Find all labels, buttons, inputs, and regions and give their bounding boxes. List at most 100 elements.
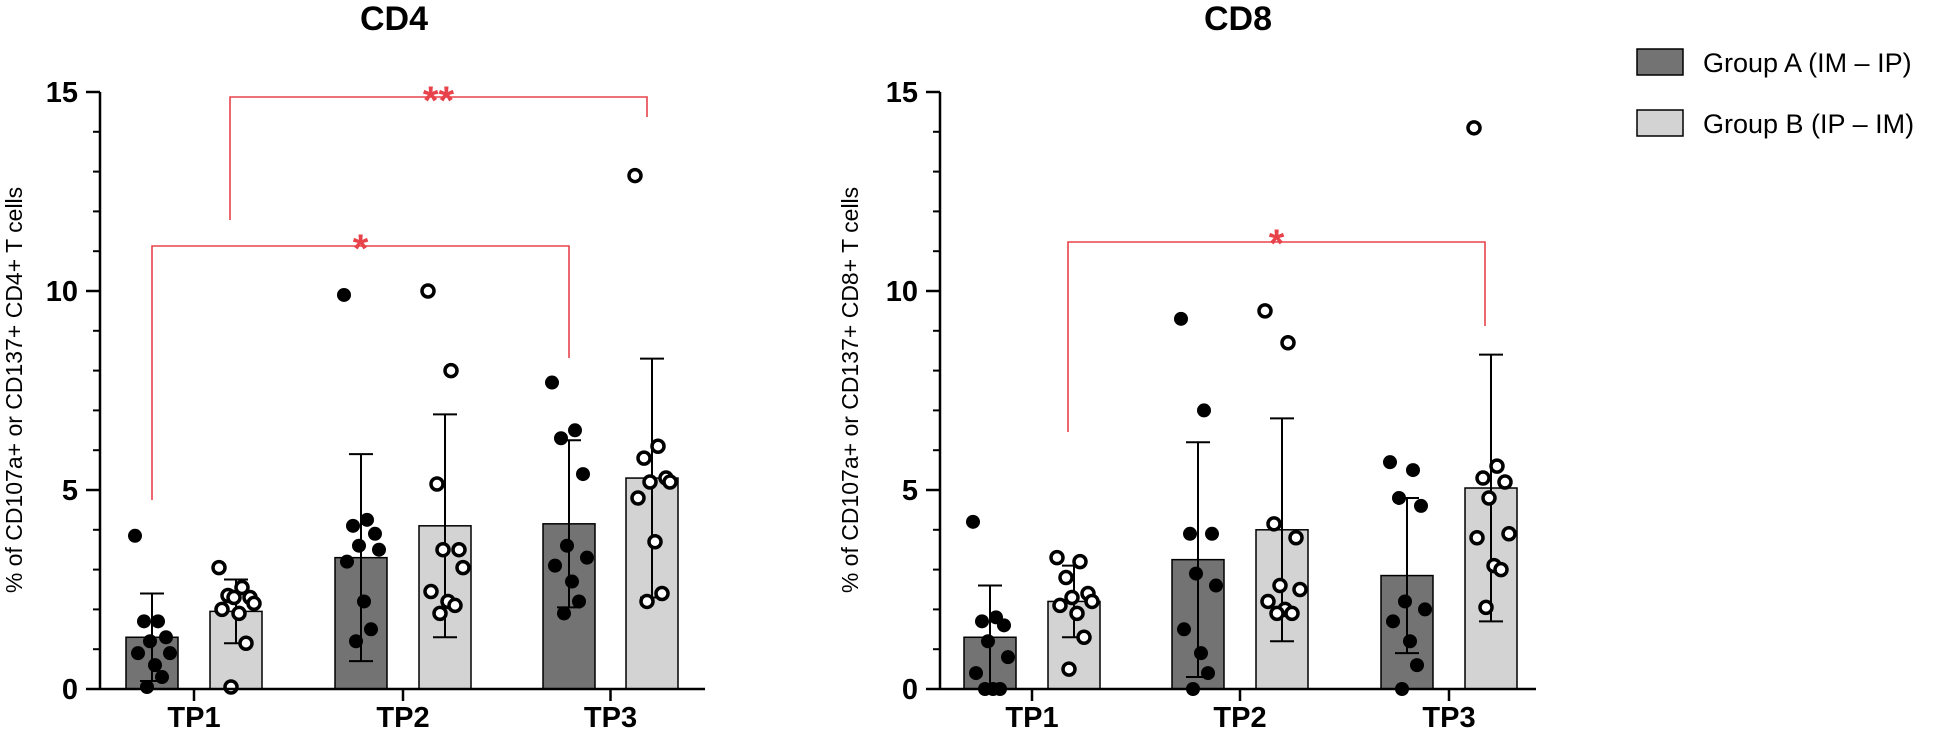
significance-label: *	[353, 227, 369, 271]
data-point	[1209, 578, 1223, 593]
data-point	[1497, 474, 1513, 490]
data-point	[1414, 498, 1428, 513]
data-point	[1205, 526, 1219, 541]
data-point	[1386, 614, 1400, 629]
data-point	[435, 541, 451, 558]
data-point	[969, 666, 983, 681]
data-point	[211, 559, 227, 576]
data-point	[357, 594, 371, 609]
data-point	[1049, 549, 1065, 566]
significance-label: **	[423, 79, 455, 123]
data-point	[1398, 594, 1412, 609]
data-point	[226, 589, 242, 606]
data-point	[1174, 311, 1188, 326]
data-point	[346, 518, 360, 533]
data-point	[1272, 577, 1288, 594]
data-point	[246, 595, 262, 612]
data-point	[627, 167, 643, 184]
data-point	[364, 622, 378, 637]
data-point	[420, 283, 436, 299]
data-point	[429, 476, 445, 492]
y-tick-label: 0	[62, 674, 78, 706]
data-point	[1418, 602, 1432, 617]
data-point	[630, 490, 646, 506]
data-point	[1478, 599, 1494, 616]
data-point	[214, 601, 230, 618]
data-point	[975, 614, 989, 629]
data-point	[1058, 569, 1074, 586]
data-point	[636, 450, 652, 466]
data-point	[423, 583, 439, 600]
data-point	[223, 679, 239, 695]
data-point	[1469, 530, 1485, 546]
data-point	[1260, 593, 1276, 610]
data-point	[639, 593, 655, 610]
data-point	[231, 605, 247, 622]
data-point	[1052, 597, 1068, 614]
y-tick-label: 0	[902, 674, 918, 706]
x-tick-label: TP1	[167, 702, 220, 734]
data-point	[1076, 629, 1092, 646]
data-point	[1284, 605, 1300, 622]
data-point	[131, 646, 145, 661]
data-point	[1197, 403, 1211, 418]
cd8-chart-title: CD8	[1204, 0, 1272, 38]
data-point	[140, 680, 154, 695]
legend-swatch-group-b	[1636, 109, 1684, 137]
data-point	[981, 634, 995, 649]
data-point	[580, 550, 594, 565]
y-tick-label: 10	[886, 276, 918, 308]
data-point	[238, 635, 254, 651]
data-point	[560, 538, 574, 553]
legend: Group A (IM – IP) Group B (IP – IM)	[1636, 48, 1914, 139]
data-point	[1481, 490, 1497, 506]
x-tick-label: TP3	[584, 702, 637, 734]
y-tick-label: 10	[46, 276, 78, 308]
data-point	[360, 512, 374, 527]
y-tick-label: 5	[62, 475, 78, 507]
data-point	[642, 474, 658, 490]
data-point	[548, 558, 562, 573]
data-point	[1194, 646, 1208, 661]
cd4-y-axis-label: % of CD107a+ or CD137+ CD4+ T cells	[1, 187, 27, 593]
cd4-panel: CD4 % of CD107a+ or CD137+ CD4+ T cells …	[1, 0, 705, 734]
y-tick-label: 15	[46, 77, 78, 109]
data-point	[352, 538, 366, 553]
significance-bracket	[151, 245, 570, 500]
data-point	[557, 606, 571, 621]
data-point	[1177, 622, 1191, 637]
x-tick-label: TP1	[1005, 702, 1058, 734]
data-point	[143, 634, 157, 649]
data-point	[1475, 470, 1491, 486]
data-point	[1183, 526, 1197, 541]
data-point	[568, 423, 582, 438]
x-tick-label: TP2	[376, 702, 429, 734]
data-point	[163, 646, 177, 661]
data-point	[1489, 458, 1505, 474]
y-tick-label: 15	[886, 77, 918, 109]
significance-label: *	[1269, 222, 1285, 266]
data-point	[1410, 658, 1424, 673]
data-point	[234, 579, 250, 596]
data-point	[1189, 566, 1203, 581]
data-point	[1280, 334, 1296, 351]
data-point	[554, 431, 568, 446]
data-point	[1406, 463, 1420, 478]
data-point	[966, 514, 980, 529]
cd4-chart-title: CD4	[360, 0, 428, 38]
data-point	[455, 559, 471, 576]
legend-label-group-a: Group A (IM – IP)	[1703, 48, 1912, 78]
data-point	[997, 618, 1011, 633]
significance-bracket	[229, 96, 648, 220]
data-point	[572, 594, 586, 609]
data-point	[1493, 561, 1509, 578]
data-point	[1001, 650, 1015, 665]
data-point	[1257, 303, 1273, 319]
data-point	[1064, 589, 1080, 606]
data-point	[137, 614, 151, 629]
data-point	[565, 574, 579, 589]
data-point	[159, 630, 173, 645]
x-tick-label: TP2	[1213, 702, 1266, 734]
legend-swatch-group-a	[1636, 48, 1684, 76]
